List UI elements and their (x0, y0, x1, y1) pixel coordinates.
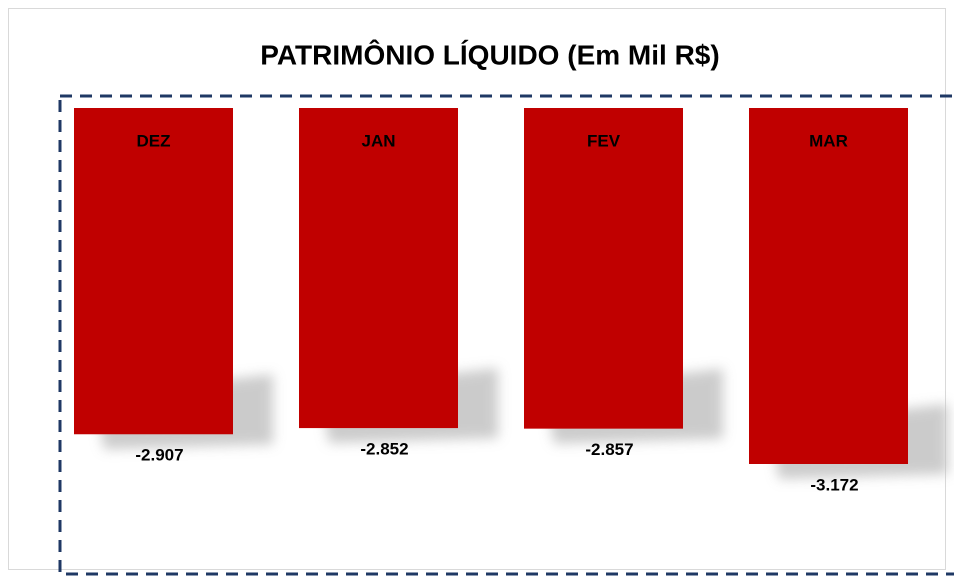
value-label: -3.172 (810, 475, 858, 494)
chart-title: PATRIMÔNIO LÍQUIDO (Em Mil R$) (260, 38, 719, 70)
plot-border (58, 94, 954, 576)
bar (74, 108, 233, 435)
category-label: MAR (809, 131, 848, 150)
bar (299, 108, 458, 429)
bar (749, 108, 908, 464)
category-label: FEV (587, 131, 621, 150)
value-label: -2.852 (360, 440, 408, 459)
category-label: JAN (361, 131, 395, 150)
bar (524, 108, 683, 429)
value-label: -2.857 (585, 440, 633, 459)
value-label: -2.907 (135, 446, 183, 465)
category-label: DEZ (137, 131, 171, 150)
